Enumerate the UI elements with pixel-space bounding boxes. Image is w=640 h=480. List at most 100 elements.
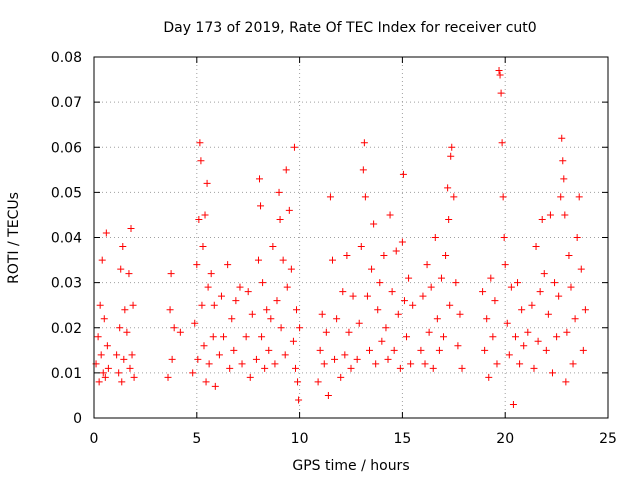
data-point [534, 337, 542, 345]
data-point [355, 319, 363, 327]
data-point [501, 261, 509, 269]
data-point [271, 360, 279, 368]
data-point [294, 378, 302, 386]
data-point [200, 342, 208, 350]
data-point [230, 346, 238, 354]
data-point [228, 315, 236, 323]
data-point [101, 373, 109, 381]
data-point [168, 355, 176, 363]
data-point [575, 193, 583, 201]
data-point [359, 166, 367, 174]
data-point [524, 328, 532, 336]
data-point [176, 328, 184, 336]
data-point [442, 252, 450, 260]
data-point [246, 373, 254, 381]
x-tick-label: 15 [393, 431, 411, 447]
data-point [544, 310, 552, 318]
data-point [563, 328, 571, 336]
data-point [289, 337, 297, 345]
data-point [407, 360, 415, 368]
data-point [489, 333, 497, 341]
data-point [546, 211, 554, 219]
data-point [164, 373, 172, 381]
data-point [203, 179, 211, 187]
data-point [505, 351, 513, 359]
data-point [215, 351, 223, 359]
data-point [500, 234, 508, 241]
data-point [275, 188, 283, 196]
data-point [201, 211, 209, 219]
data-point [296, 324, 304, 332]
data-point [447, 152, 455, 160]
chart-title: Day 173 of 2019, Rate Of TEC Index for r… [163, 20, 536, 36]
data-point [417, 346, 425, 354]
data-point [265, 346, 273, 354]
data-point [394, 310, 402, 318]
data-point [238, 360, 246, 368]
data-point [448, 143, 456, 151]
data-point [557, 193, 565, 201]
y-tick-label: 0.05 [51, 185, 82, 201]
y-tick-label: 0.02 [51, 321, 82, 337]
data-point [481, 346, 489, 354]
data-point [558, 134, 566, 142]
data-point [514, 279, 522, 287]
data-point [326, 193, 334, 201]
x-tick-label: 5 [192, 431, 201, 447]
data-point [518, 306, 526, 314]
data-point [100, 315, 108, 323]
data-point [236, 283, 244, 291]
data-point [232, 297, 240, 305]
data-point [565, 252, 573, 260]
data-point [445, 215, 453, 223]
data-point [121, 306, 129, 314]
data-point [125, 270, 133, 278]
data-point [409, 301, 417, 309]
data-point [281, 351, 289, 359]
data-point [551, 279, 559, 287]
data-point [115, 369, 123, 377]
data-point [290, 143, 298, 151]
data-point [388, 288, 396, 296]
data-point [496, 71, 504, 79]
data-point [291, 364, 299, 372]
y-tick-label: 0.03 [51, 276, 82, 292]
data-point [579, 346, 587, 354]
y-tick-label: 0 [73, 411, 82, 427]
data-point [244, 288, 252, 296]
data-point [528, 301, 536, 309]
data-point [209, 333, 217, 341]
data-point [118, 378, 126, 386]
data-point [123, 328, 131, 336]
data-point [429, 364, 437, 372]
data-point [224, 261, 232, 269]
data-point [548, 369, 556, 377]
data-point [328, 256, 336, 264]
data-point [483, 315, 491, 323]
x-tick-labels: 0 5 10 15 20 25 [90, 431, 617, 447]
data-point [581, 306, 589, 314]
data-point [103, 342, 111, 350]
data-points [92, 67, 589, 408]
data-point [431, 234, 439, 241]
data-point [384, 355, 392, 363]
y-tick-label: 0.08 [51, 50, 82, 66]
data-point [269, 243, 277, 251]
data-point [261, 364, 269, 372]
data-point [567, 283, 575, 291]
data-point [314, 378, 322, 386]
data-point [343, 252, 351, 260]
data-point [555, 292, 563, 300]
data-point [403, 333, 411, 341]
data-point [553, 333, 561, 341]
data-point [277, 324, 285, 332]
data-point [357, 243, 365, 251]
data-point [104, 364, 112, 372]
data-point [126, 364, 134, 372]
data-point [366, 346, 374, 354]
x-tick-label: 0 [90, 431, 99, 447]
data-point [396, 364, 404, 372]
data-point [316, 346, 324, 354]
data-point [456, 310, 464, 318]
data-point [398, 238, 406, 246]
